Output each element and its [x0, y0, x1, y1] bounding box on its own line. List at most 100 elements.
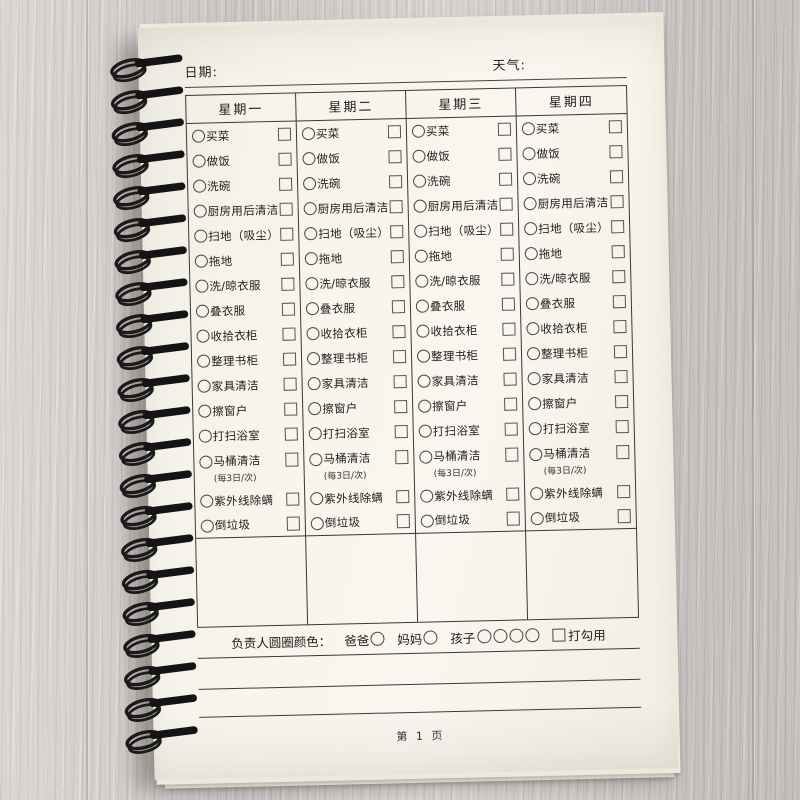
responsible-circle-icon	[530, 486, 544, 501]
task-row: 收拾衣柜	[301, 318, 412, 347]
task-checkbox-icon	[281, 302, 296, 317]
task-row-inner: 买菜	[301, 124, 402, 142]
task-row: 洗碗	[518, 164, 629, 191]
task-checkbox-icon	[608, 144, 623, 159]
task-checkbox-icon	[505, 487, 520, 502]
task-row-inner: 洗碗	[522, 169, 624, 187]
task-row: 擦窗户	[523, 389, 634, 416]
task-label: 厨房用后清洁	[427, 197, 499, 214]
empty-cell	[306, 533, 419, 625]
task-row: 做饭	[187, 146, 298, 174]
task-row-inner: 紫外线除螨	[420, 486, 520, 504]
task-row-inner: 擦窗户	[418, 396, 518, 414]
responsible-circle-icon	[415, 274, 429, 288]
task-note: (每3日/次)	[213, 473, 257, 485]
task-label: 买菜	[425, 123, 450, 139]
responsible-circle-icon	[419, 449, 433, 464]
chore-table: 星期一 买菜 做饭 洗碗 厨房用后清洁 扫地（吸尘） 拖地 洗/晾衣服 叠衣服 收拾衣柜 整理书柜家…	[185, 84, 640, 628]
task-row: 洗/晾衣服	[300, 268, 411, 297]
responsible-circle-icon	[416, 349, 431, 363]
responsible-circle-icon	[524, 222, 538, 236]
task-label: 马桶清洁	[323, 450, 371, 466]
task-checkbox-icon	[610, 219, 625, 234]
task-label: 家具清洁	[431, 372, 479, 388]
task-checkbox-icon	[277, 127, 292, 142]
task-row: 倒垃圾	[415, 506, 527, 534]
date-weather-header: 日期: 天气:	[183, 16, 627, 88]
task-row: 厨房用后清洁	[188, 196, 299, 224]
task-note: (每3日/次)	[323, 470, 367, 482]
task-row: 整理书柜	[411, 341, 523, 369]
responsible-circle-icon	[418, 424, 432, 438]
empty-cell	[526, 529, 638, 619]
task-checkbox-icon	[498, 172, 513, 187]
task-label: 倒垃圾	[544, 510, 581, 525]
day-header-cell: 星期三	[406, 88, 517, 119]
task-row-inner: 倒垃圾	[530, 508, 631, 526]
task-row-inner: 扫地（吸尘）	[304, 224, 404, 242]
task-checkbox-icon	[608, 119, 623, 134]
spiral-binding	[110, 54, 198, 754]
task-row: 扫地（吸尘）	[408, 216, 520, 244]
task-checkbox-icon	[280, 277, 295, 292]
task-label: 收拾衣柜	[210, 327, 258, 343]
binding-coil-icon	[116, 342, 189, 371]
task-row-inner: 马桶清洁	[529, 444, 630, 462]
writing-line-2	[199, 706, 642, 718]
day-header-cell: 星期四	[516, 85, 627, 117]
responsible-circle-icon	[305, 301, 320, 316]
task-row: 倒垃圾	[525, 503, 637, 532]
wood-plank-seam	[752, 0, 754, 800]
responsible-circle-icon	[412, 149, 426, 163]
task-label: 洗碗	[426, 173, 451, 189]
task-label: 买菜	[315, 125, 340, 141]
task-label: 扫地（吸尘）	[318, 224, 390, 241]
task-row-inner: 做饭	[522, 144, 623, 162]
task-label: 扫地（吸尘）	[538, 219, 610, 236]
task-note: (每3日/次)	[433, 468, 477, 480]
task-label: 买菜	[535, 120, 560, 136]
writing-line-1	[198, 678, 641, 690]
task-row-inner: 拖地	[524, 244, 625, 262]
task-row: 买菜	[296, 118, 408, 147]
task-checkbox-icon	[500, 272, 515, 287]
task-checkbox-icon	[278, 177, 293, 192]
binding-coil-icon	[124, 662, 197, 690]
task-checkbox-icon	[282, 352, 297, 367]
responsible-circle-icon	[522, 172, 537, 186]
task-label: 擦窗户	[212, 403, 248, 418]
dad-label: 爸爸	[344, 632, 370, 649]
task-row: 扫地（吸尘）	[298, 218, 410, 247]
task-row-inner: 马桶清洁	[199, 452, 299, 470]
task-row-inner: 擦窗户	[308, 399, 408, 417]
task-label: 打扫浴室	[432, 422, 481, 438]
task-row-inner: 拖地	[194, 251, 294, 269]
task-row: 叠衣服	[410, 291, 522, 319]
task-checkbox-icon	[506, 511, 520, 526]
task-row-inner: 家具清洁	[417, 371, 517, 389]
task-row-inner: 买菜	[521, 119, 623, 137]
responsible-circle-icon	[310, 491, 324, 506]
responsible-circle-icon	[527, 371, 541, 386]
task-row: 厨房用后清洁	[298, 193, 409, 222]
task-row-inner: 整理书柜	[196, 351, 297, 369]
task-row-inner: 拖地	[414, 246, 514, 264]
responsible-circle-icon	[304, 227, 318, 241]
task-label: 洗/晾衣服	[429, 272, 481, 288]
task-row: 打扫浴室	[193, 421, 305, 449]
binding-coil-icon	[124, 694, 197, 722]
task-row-inner: 叠衣服	[415, 296, 516, 314]
task-checkbox-icon	[609, 169, 624, 184]
binding-coil-icon	[118, 438, 192, 466]
task-row-inner: 厨房用后清洁	[523, 194, 624, 212]
task-note: (每3日/次)	[543, 465, 587, 477]
responsible-circle-icon	[308, 426, 322, 441]
binding-coil-icon	[119, 470, 192, 498]
task-row-inner: 收拾衣柜	[306, 324, 406, 342]
task-row-inner: 厨房用后清洁	[303, 199, 403, 217]
task-label: 整理书柜	[540, 345, 589, 361]
task-row: 马桶清洁 (每3日/次)	[194, 446, 305, 489]
task-label: 洗/晾衣服	[319, 275, 371, 291]
task-checkbox-icon	[499, 222, 514, 237]
task-row: 紫外线除螨	[414, 481, 526, 509]
